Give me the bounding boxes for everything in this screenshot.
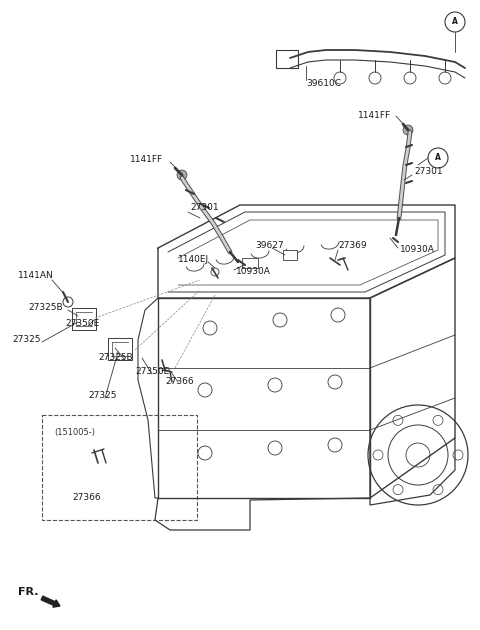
Text: 1140EJ: 1140EJ: [178, 256, 209, 265]
Circle shape: [177, 170, 187, 180]
Text: 27325: 27325: [88, 391, 117, 401]
Text: 1141FF: 1141FF: [358, 112, 391, 120]
Text: 1141AN: 1141AN: [18, 270, 54, 280]
Text: 27325: 27325: [12, 336, 40, 345]
Text: 39627: 39627: [255, 241, 284, 251]
Text: A: A: [452, 18, 458, 26]
Text: 27301: 27301: [190, 203, 218, 212]
Text: 10930A: 10930A: [236, 268, 271, 277]
Text: FR.: FR.: [18, 587, 38, 597]
FancyBboxPatch shape: [42, 415, 197, 520]
Circle shape: [403, 125, 413, 135]
FancyBboxPatch shape: [108, 338, 132, 360]
FancyBboxPatch shape: [242, 258, 258, 268]
Text: 27325B: 27325B: [98, 353, 132, 362]
Text: 27366: 27366: [165, 377, 193, 386]
FancyArrow shape: [41, 596, 60, 607]
Text: 27325B: 27325B: [28, 304, 62, 312]
Text: 10930A: 10930A: [400, 246, 435, 255]
Text: 39610C: 39610C: [306, 79, 341, 88]
Text: 1141FF: 1141FF: [130, 156, 163, 164]
Text: A: A: [435, 154, 441, 163]
Text: 27369: 27369: [338, 241, 367, 251]
Text: 27350E: 27350E: [65, 319, 99, 328]
Text: 27366: 27366: [72, 493, 101, 501]
Text: (151005-): (151005-): [54, 428, 95, 437]
Text: 27301: 27301: [414, 168, 443, 176]
Text: 27350E: 27350E: [135, 367, 169, 377]
FancyBboxPatch shape: [72, 308, 96, 330]
FancyBboxPatch shape: [283, 250, 297, 260]
FancyBboxPatch shape: [276, 50, 298, 68]
